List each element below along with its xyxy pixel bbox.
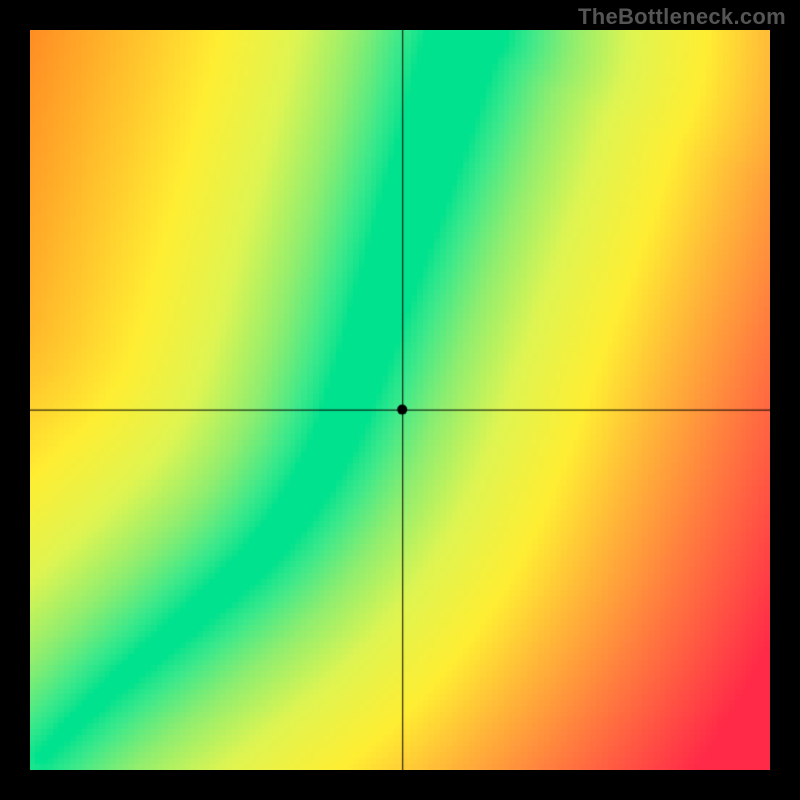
chart-container: TheBottleneck.com [0, 0, 800, 800]
plot-area [30, 30, 770, 770]
watermark-text: TheBottleneck.com [578, 4, 786, 30]
heatmap-canvas [30, 30, 770, 770]
